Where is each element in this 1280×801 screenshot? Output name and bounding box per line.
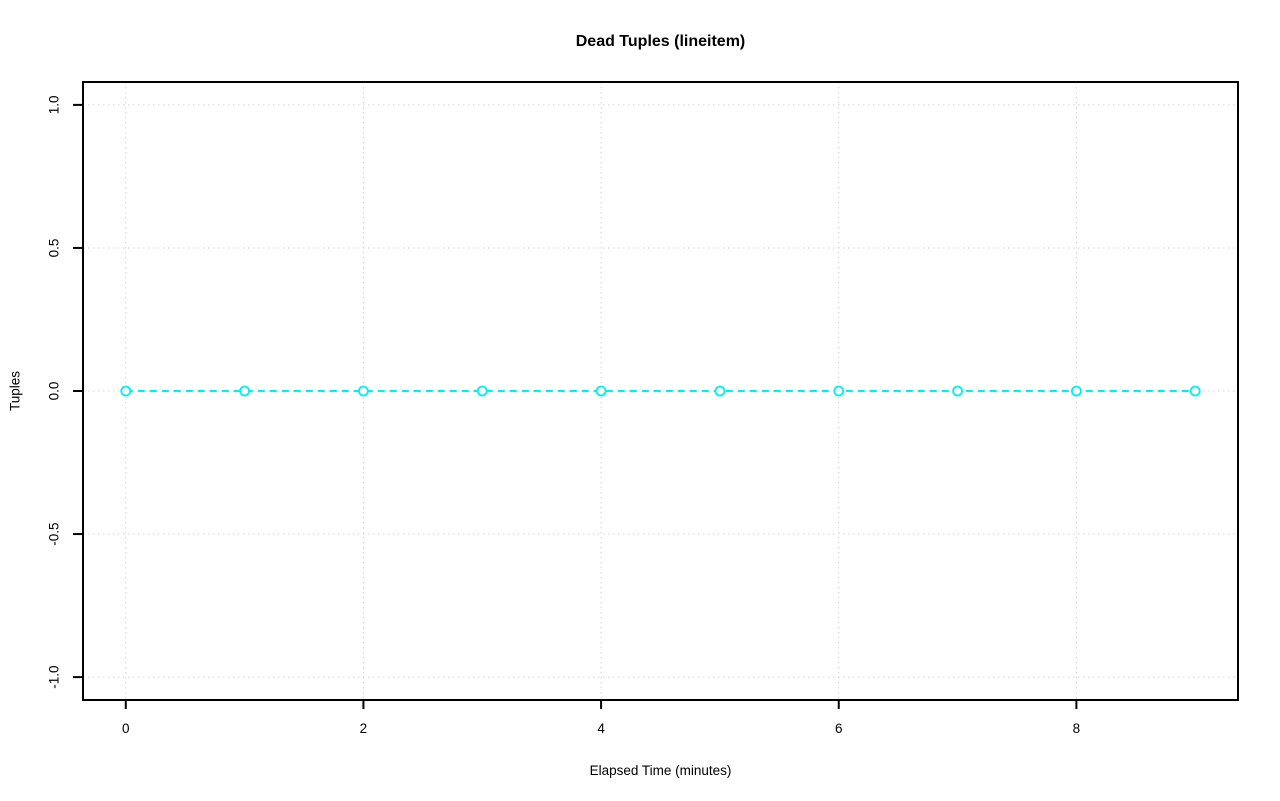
- y-tick-label: 0.0: [47, 382, 62, 401]
- x-tick-label: 4: [597, 721, 605, 736]
- data-point-marker: [833, 385, 845, 397]
- x-tick-label: 8: [1073, 721, 1081, 736]
- x-tick-label: 0: [122, 721, 130, 736]
- data-point-marker: [1070, 385, 1082, 397]
- data-point-marker: [1189, 385, 1201, 397]
- data-point-marker: [952, 385, 963, 397]
- y-axis-title: Tuples: [7, 370, 23, 412]
- y-tick-label: -1.0: [47, 665, 62, 688]
- data-point-marker: [476, 385, 488, 397]
- chart-title: Dead Tuples (lineitem): [575, 33, 746, 50]
- x-tick-label: 6: [835, 721, 843, 736]
- data-point-marker: [358, 385, 369, 397]
- data-point-marker: [120, 385, 132, 397]
- x-tick-label: 2: [360, 721, 368, 736]
- data-point-marker: [714, 385, 726, 397]
- x-axis-title: Elapsed Time (minutes): [589, 763, 732, 778]
- y-tick-label: 0.5: [47, 239, 62, 258]
- y-tick-label: 1.0: [47, 95, 62, 114]
- data-point-marker: [595, 385, 607, 397]
- y-tick-label: -0.5: [47, 522, 62, 545]
- data-point-marker: [239, 385, 251, 397]
